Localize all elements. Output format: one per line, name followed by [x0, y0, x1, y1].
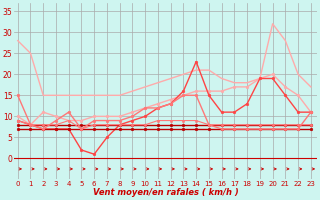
- X-axis label: Vent moyen/en rafales ( km/h ): Vent moyen/en rafales ( km/h ): [93, 188, 238, 197]
